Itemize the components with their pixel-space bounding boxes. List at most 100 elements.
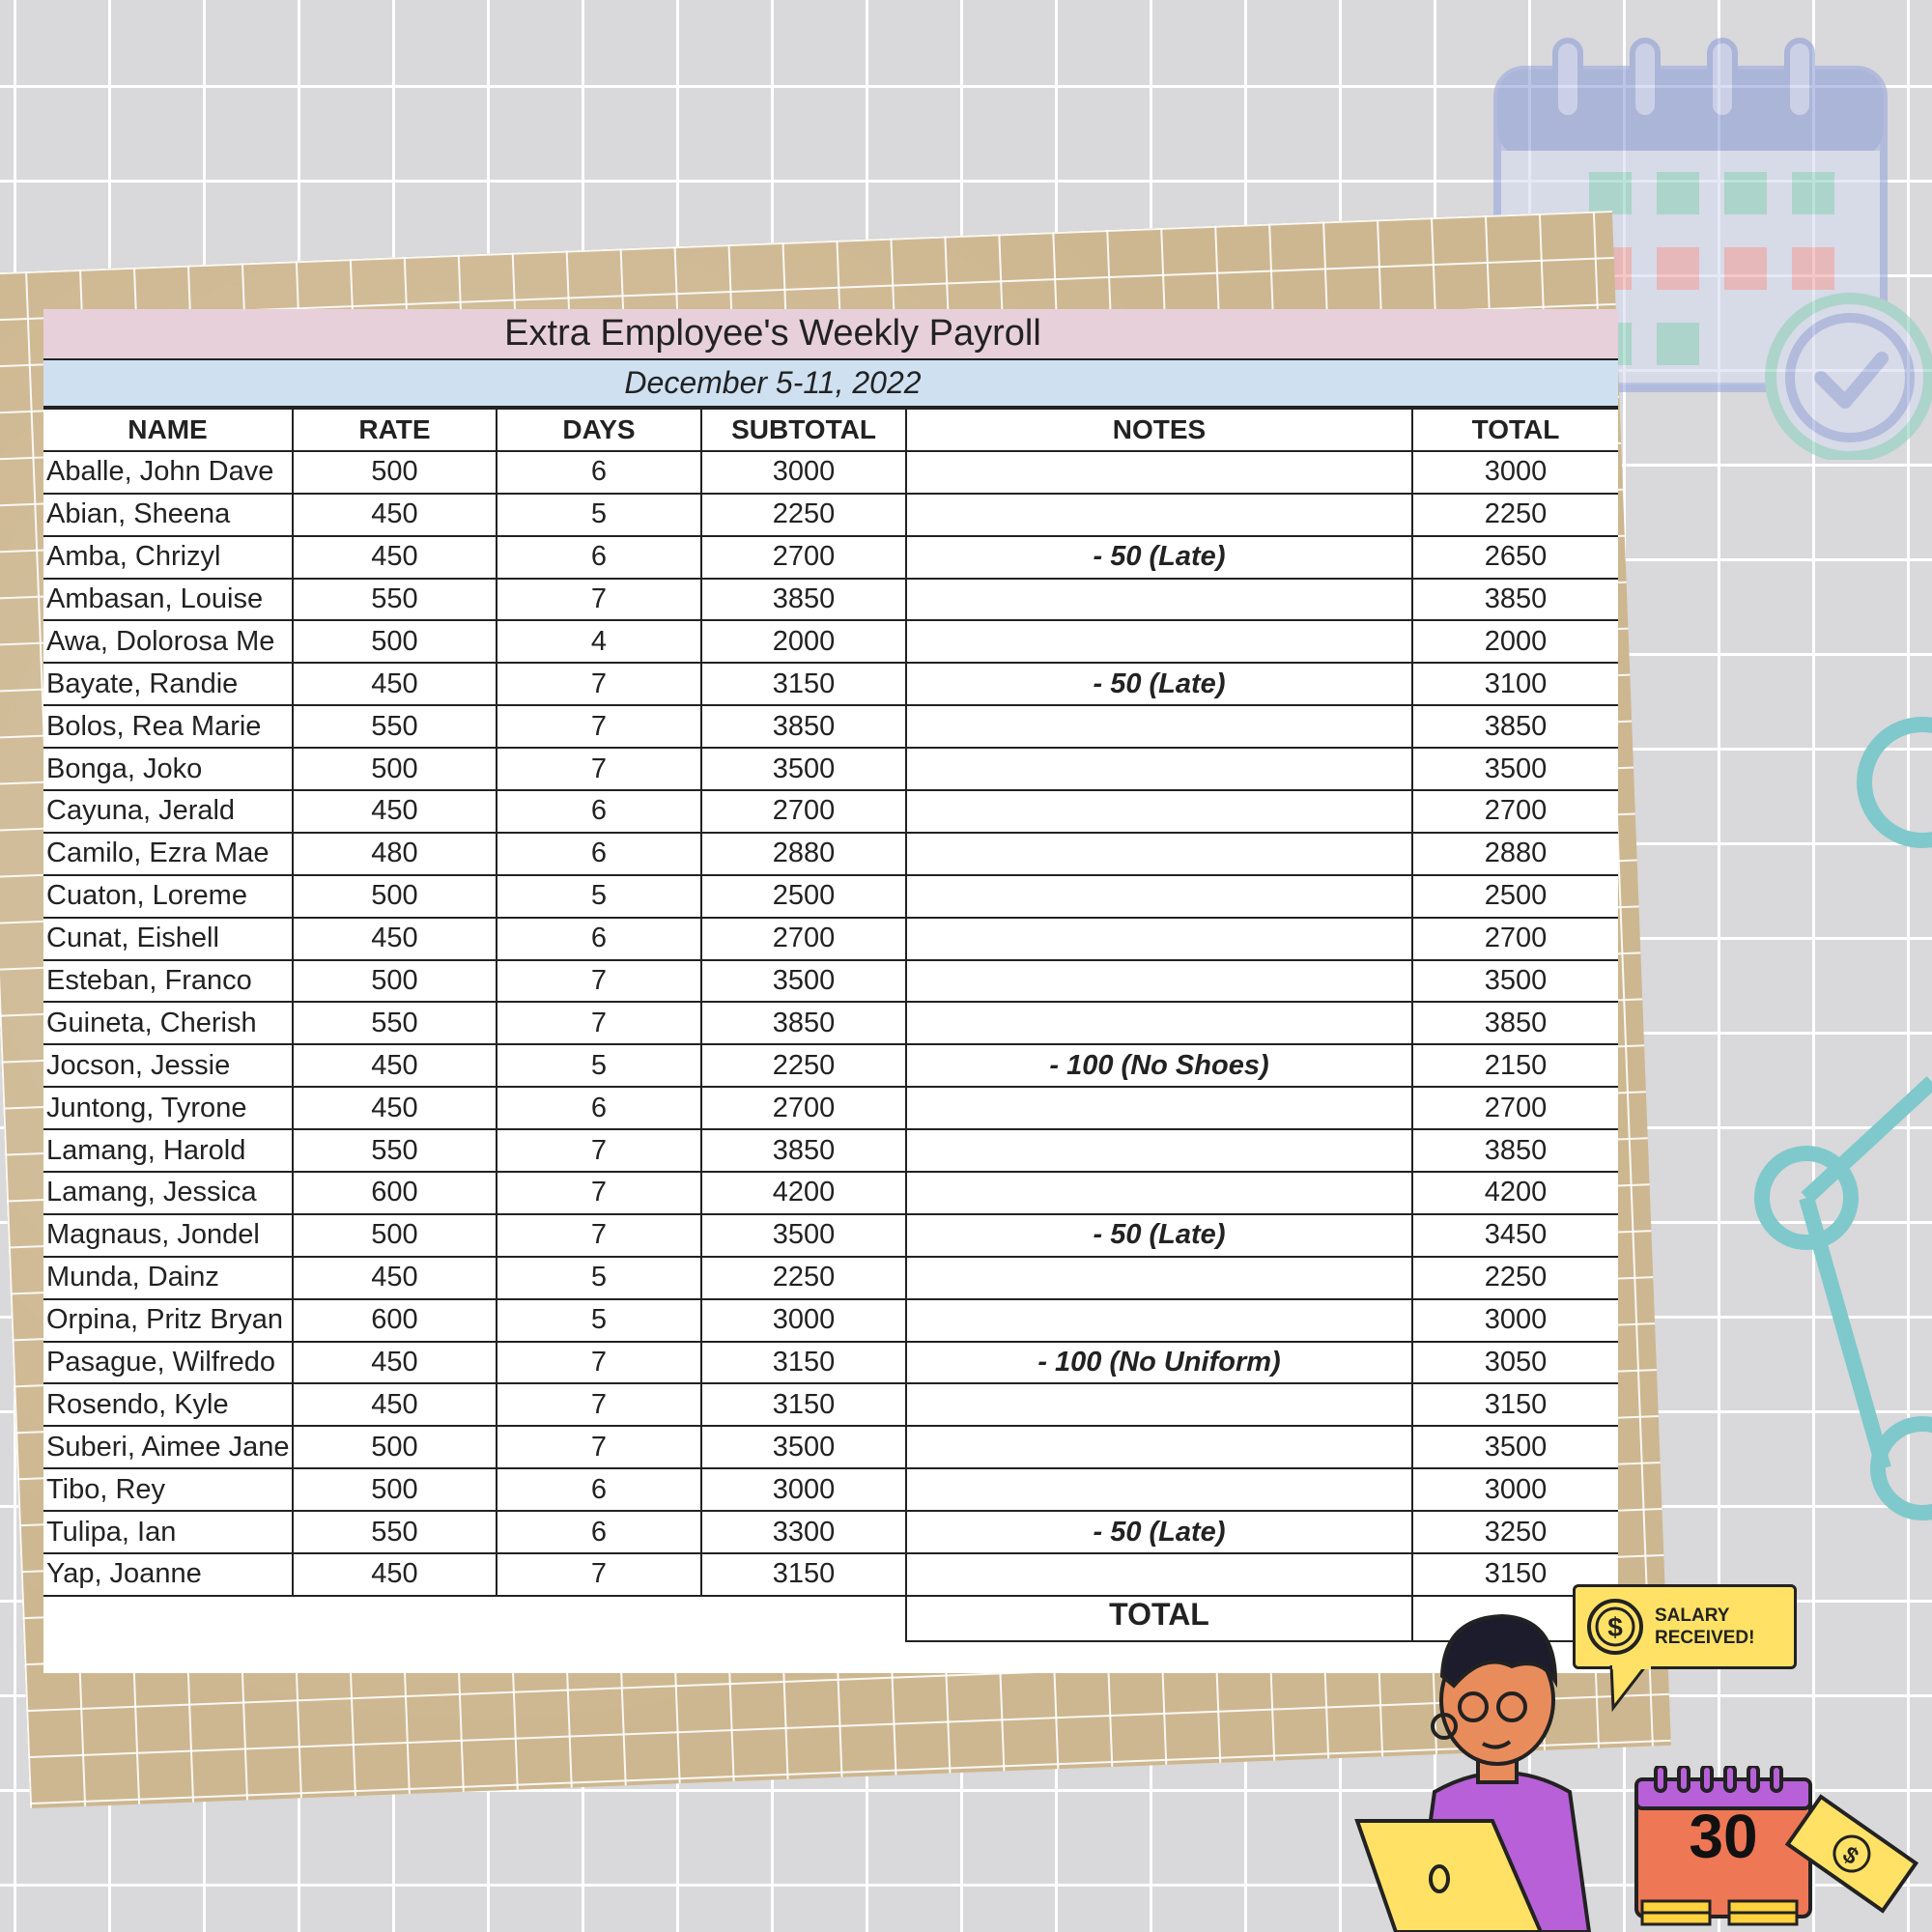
table-row: Aballe, John Dave 500 6 3000 3000 xyxy=(43,449,1618,495)
cell-name: Orpina, Pritz Bryan xyxy=(43,1297,294,1343)
cell-name: Cayuna, Jerald xyxy=(43,789,294,834)
cell-name: Munda, Dainz xyxy=(43,1255,294,1300)
table-row: Tulipa, Ian 550 6 3300- 50 (Late) 3250 xyxy=(43,1510,1618,1555)
cell-days: 7 xyxy=(496,747,702,792)
cell-total: 2700 xyxy=(1411,789,1618,834)
cell-name: Tulipa, Ian xyxy=(43,1510,294,1555)
cell-name: Amba, Chrizyl xyxy=(43,534,294,580)
table-row: Lamang, Harold 550 7 3850 3850 xyxy=(43,1128,1618,1174)
cell-name: Rosendo, Kyle xyxy=(43,1382,294,1428)
cell-days: 6 xyxy=(496,789,702,834)
cell-days: 7 xyxy=(496,1212,702,1258)
column-header-days: DAYS xyxy=(496,408,702,452)
cell-total: 3050 xyxy=(1411,1340,1618,1385)
cell-days: 7 xyxy=(496,1001,702,1046)
cell-notes xyxy=(905,577,1413,622)
cell-days: 5 xyxy=(496,1297,702,1343)
cell-name: Magnaus, Jondel xyxy=(43,1212,294,1258)
cell-total: 3850 xyxy=(1411,704,1618,750)
cell-name: Camilo, Ezra Mae xyxy=(43,831,294,876)
cell-subtotal: 2000 xyxy=(700,619,907,665)
cell-rate: 550 xyxy=(292,1510,497,1555)
table-row: Munda, Dainz 450 5 2250 2250 xyxy=(43,1255,1618,1300)
cell-subtotal: 3150 xyxy=(700,1340,907,1385)
table-row: Cunat, Eishell 450 6 2700 2700 xyxy=(43,916,1618,961)
cell-days: 7 xyxy=(496,1340,702,1385)
cell-rate: 500 xyxy=(292,958,497,1004)
cell-subtotal: 3500 xyxy=(700,747,907,792)
cell-rate: 450 xyxy=(292,492,497,537)
sheet-title: Extra Employee's Weekly Payroll xyxy=(43,309,1618,360)
cell-notes xyxy=(905,958,1413,1004)
cell-name: Abian, Sheena xyxy=(43,492,294,537)
cell-notes xyxy=(905,619,1413,665)
cell-subtotal: 2700 xyxy=(700,789,907,834)
table-row: Bayate, Randie 450 7 3150- 50 (Late) 3100 xyxy=(43,662,1618,707)
cell-total: 3850 xyxy=(1411,1001,1618,1046)
cell-total: 2250 xyxy=(1411,1255,1618,1300)
cell-subtotal: 3150 xyxy=(700,662,907,707)
cell-total: 3500 xyxy=(1411,958,1618,1004)
cell-rate: 500 xyxy=(292,873,497,919)
cell-notes xyxy=(905,916,1413,961)
cell-name: Bolos, Rea Marie xyxy=(43,704,294,750)
cell-total: 2650 xyxy=(1411,534,1618,580)
cell-subtotal: 2250 xyxy=(700,1043,907,1089)
cell-rate: 500 xyxy=(292,1212,497,1258)
cell-subtotal: 3000 xyxy=(700,1297,907,1343)
cell-rate: 550 xyxy=(292,577,497,622)
cell-rate: 450 xyxy=(292,916,497,961)
cell-total: 3000 xyxy=(1411,1467,1618,1513)
cell-notes xyxy=(905,1382,1413,1428)
cell-total: 3250 xyxy=(1411,1510,1618,1555)
table-header-row: NAME RATE DAYS SUBTOTAL NOTES TOTAL xyxy=(43,408,1618,452)
cell-notes: - 50 (Late) xyxy=(905,662,1413,707)
table-row: Cuaton, Loreme 500 5 2500 2500 xyxy=(43,873,1618,919)
cell-notes xyxy=(905,1297,1413,1343)
cell-subtotal: 3500 xyxy=(700,958,907,1004)
cell-total: 2000 xyxy=(1411,619,1618,665)
cell-days: 6 xyxy=(496,1510,702,1555)
cell-notes xyxy=(905,492,1413,537)
salary-received-badge: $ SALARY RECEIVED! xyxy=(1573,1584,1797,1669)
cell-total: 3450 xyxy=(1411,1212,1618,1258)
cell-name: Bonga, Joko xyxy=(43,747,294,792)
cell-notes xyxy=(905,1171,1413,1215)
cell-total: 3850 xyxy=(1411,1128,1618,1174)
cell-days: 4 xyxy=(496,619,702,665)
cell-total: 3150 xyxy=(1411,1382,1618,1428)
cell-subtotal: 4200 xyxy=(700,1171,907,1215)
cell-subtotal: 3000 xyxy=(700,1467,907,1513)
cell-rate: 500 xyxy=(292,1467,497,1513)
cell-days: 6 xyxy=(496,1086,702,1131)
cell-total: 3000 xyxy=(1411,1297,1618,1343)
cell-subtotal: 2700 xyxy=(700,534,907,580)
calendar-icon xyxy=(1634,1766,1812,1918)
cell-rate: 550 xyxy=(292,1128,497,1174)
cell-rate: 500 xyxy=(292,449,497,495)
table-row: Orpina, Pritz Bryan 600 5 3000 3000 xyxy=(43,1297,1618,1343)
cell-name: Aballe, John Dave xyxy=(43,449,294,495)
cell-rate: 450 xyxy=(292,1552,497,1597)
cell-days: 7 xyxy=(496,1552,702,1597)
cell-days: 7 xyxy=(496,1171,702,1215)
table-body: Aballe, John Dave 500 6 3000 3000 Abian, Shee… xyxy=(43,449,1618,1597)
cell-total: 2880 xyxy=(1411,831,1618,876)
cell-rate: 500 xyxy=(292,747,497,792)
cell-notes: - 50 (Late) xyxy=(905,1212,1413,1258)
cell-subtotal: 3000 xyxy=(700,449,907,495)
cell-subtotal: 2880 xyxy=(700,831,907,876)
cell-days: 6 xyxy=(496,916,702,961)
table-row: Bolos, Rea Marie 550 7 3850 3850 xyxy=(43,704,1618,750)
cell-total: 3500 xyxy=(1411,747,1618,792)
cell-name: Esteban, Franco xyxy=(43,958,294,1004)
cell-notes xyxy=(905,1425,1413,1470)
cell-name: Jocson, Jessie xyxy=(43,1043,294,1089)
table-row: Yap, Joanne 450 7 3150 3150 xyxy=(43,1552,1618,1597)
cell-notes xyxy=(905,704,1413,750)
table-row: Jocson, Jessie 450 5 2250- 100 (No Shoes) 21… xyxy=(43,1043,1618,1089)
cell-notes xyxy=(905,831,1413,876)
cell-name: Suberi, Aimee Jane xyxy=(43,1425,294,1470)
table-row: Ambasan, Louise 550 7 3850 3850 xyxy=(43,577,1618,622)
cell-subtotal: 3500 xyxy=(700,1425,907,1470)
